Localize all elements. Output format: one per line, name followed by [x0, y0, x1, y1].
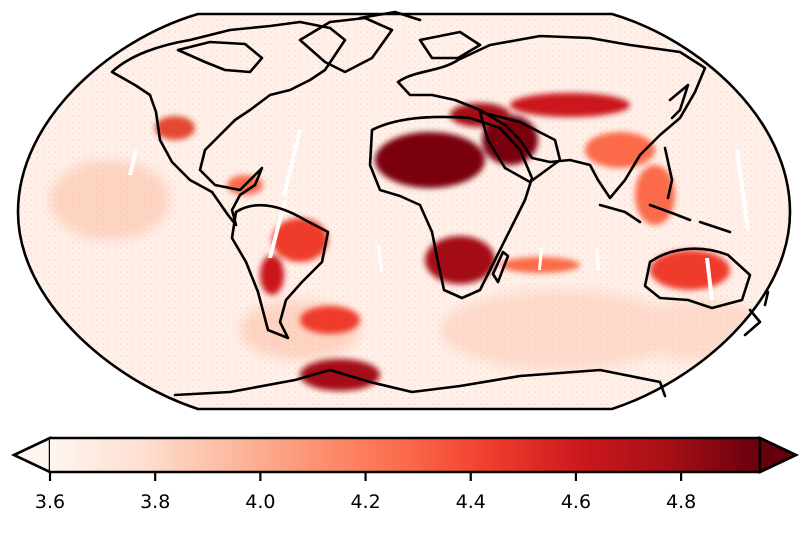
colorbar-tick-label: 4.6 — [561, 491, 591, 513]
colorbar-tick-label: 3.8 — [140, 491, 170, 513]
colorbar-extend-max — [758, 436, 799, 474]
colorbar-tick-label: 4.0 — [245, 491, 275, 513]
colorbar-body — [50, 438, 760, 472]
colorbar-extend-min — [11, 436, 52, 474]
coastlines — [110, 10, 770, 398]
colorbar-outline — [11, 436, 799, 474]
colorbar-tick-label: 4.8 — [666, 491, 696, 513]
colorbar-tick-label: 4.2 — [350, 491, 380, 513]
colorbar-tick-label: 4.4 — [456, 491, 486, 513]
colorbar-ticks: 3.6 3.8 4.0 4.2 4.4 4.6 4.8 — [35, 472, 696, 513]
map-boundary — [16, 12, 792, 411]
colorbar-tick-label: 3.6 — [35, 491, 65, 513]
